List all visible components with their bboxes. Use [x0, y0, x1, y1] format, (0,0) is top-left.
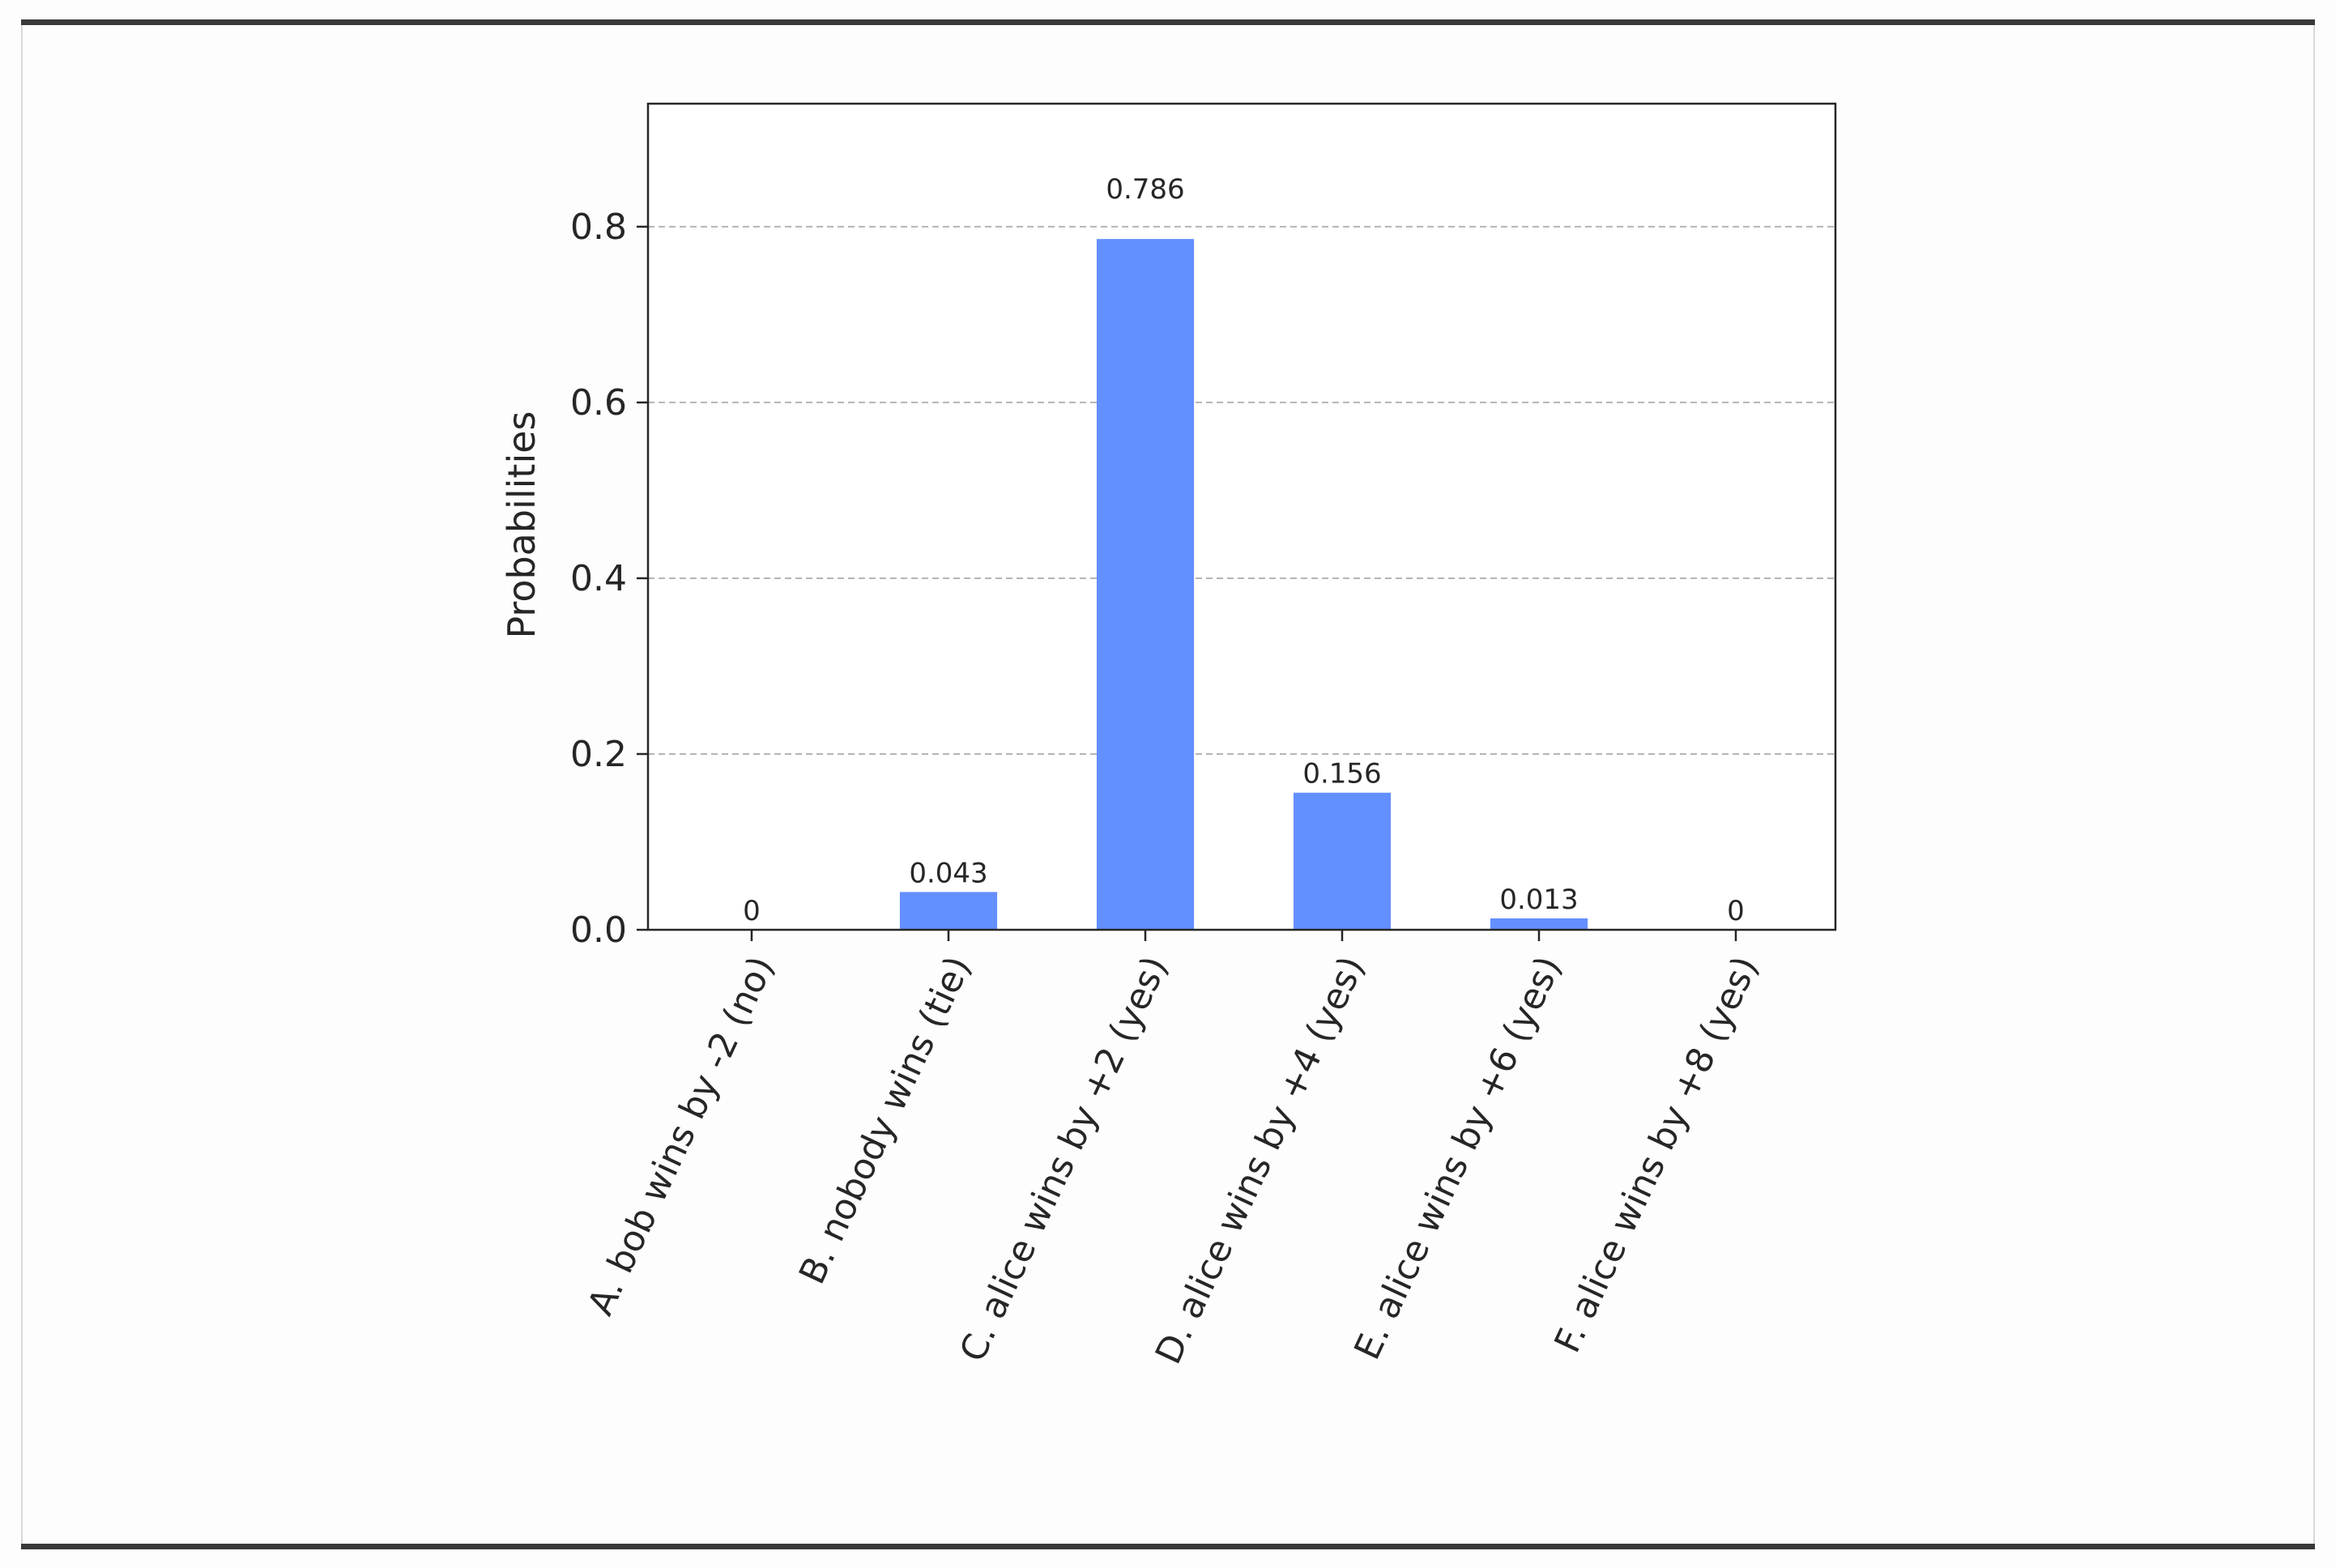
x-tick-label: A. bob wins by -2 (no) — [580, 950, 782, 1321]
bar-value-label: 0 — [743, 895, 761, 927]
frame-bottom-rule — [21, 1544, 2315, 1549]
frame-right-rule — [2313, 25, 2315, 1544]
x-tick-label: D. alice wins by +4 (yes) — [1148, 950, 1373, 1370]
frame-left-rule — [21, 25, 23, 1544]
x-tick-label: B. nobody wins (tie) — [791, 950, 979, 1290]
bar-value-label: 0.786 — [1106, 173, 1184, 206]
bar-value-label: 0 — [1727, 895, 1745, 927]
frame-top-rule — [21, 19, 2315, 25]
x-axis-ticks: A. bob wins by -2 (no) B. nobody wins (ti… — [580, 930, 1767, 1370]
x-tick-label: F. alice wins by +8 (yes) — [1546, 950, 1767, 1359]
x-tick-label: C. alice wins by +2 (yes) — [952, 950, 1176, 1368]
bar-value-label: 0.043 — [909, 857, 987, 889]
bar — [899, 892, 998, 930]
bar-value-label: 0.156 — [1302, 758, 1381, 790]
bar — [1293, 792, 1392, 930]
y-axis-title: Probabilities — [500, 411, 544, 639]
data-labels: 0 0.043 0.786 0.156 0.013 0 — [743, 173, 1745, 927]
y-tick-label: 0.6 — [570, 382, 627, 424]
y-axis-ticks: 0.0 0.2 0.4 0.6 0.8 — [570, 207, 648, 951]
plot-border — [646, 102, 1837, 931]
y-tick-label: 0.0 — [570, 910, 627, 951]
bar — [1490, 918, 1588, 930]
bar — [1096, 239, 1195, 930]
y-tick-label: 0.8 — [570, 207, 627, 248]
y-tick-label: 0.2 — [570, 734, 627, 775]
gridlines — [648, 225, 1835, 755]
plot-area — [648, 104, 1835, 930]
bar-value-label: 0.013 — [1499, 884, 1578, 916]
bars — [899, 239, 1588, 930]
y-tick-label: 0.4 — [570, 558, 627, 599]
x-tick-label: E. alice wins by +6 (yes) — [1346, 950, 1570, 1366]
